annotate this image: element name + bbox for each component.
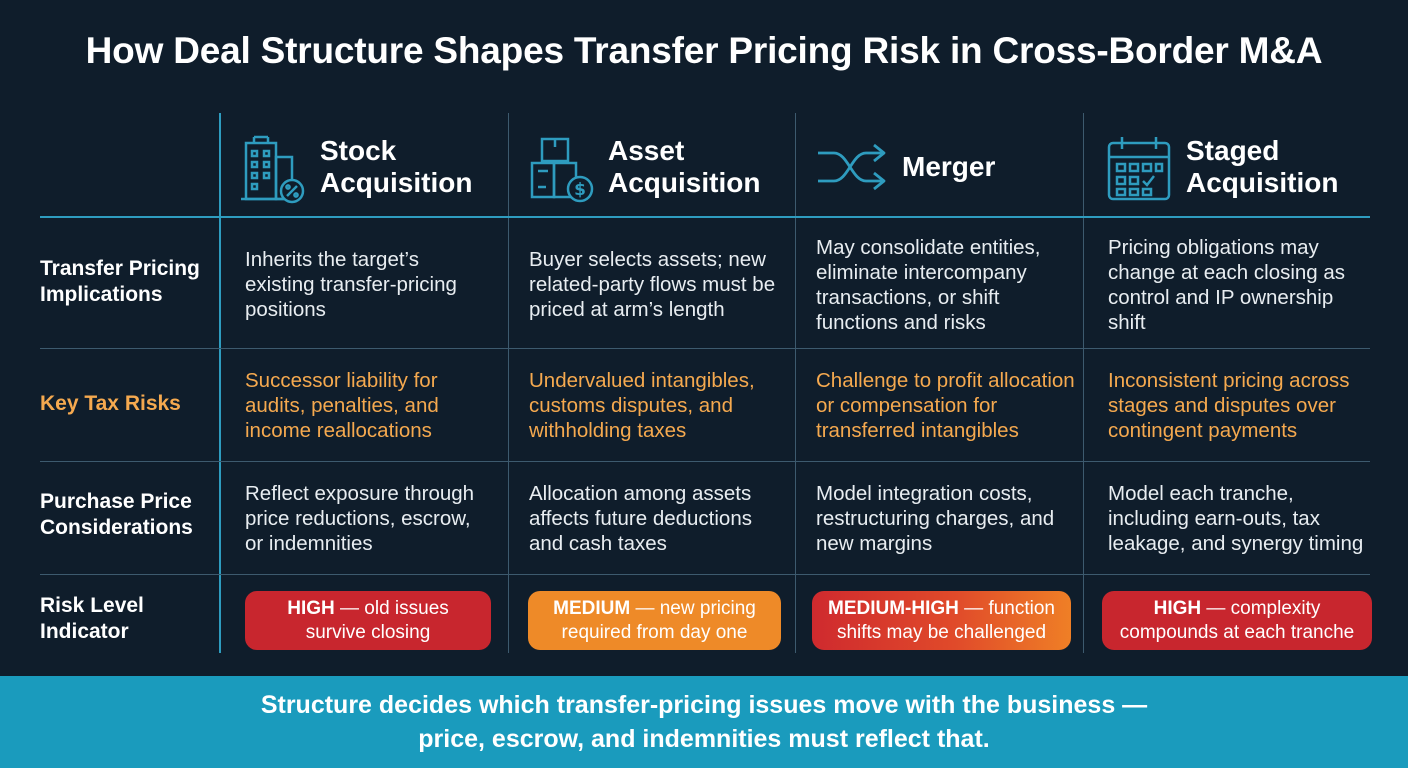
risk-level: HIGH [1153,597,1202,619]
risk-text: required from day one [561,621,748,643]
risk-text: — complexity [1201,597,1321,619]
row-label-purchase-price: Purchase Price Considerations [40,490,193,539]
table-cell: Challenge to profit allocation or compen… [816,369,1075,442]
table-cell: Reflect exposure through price reduction… [245,482,475,555]
risk-text: survive closing [305,621,431,643]
footer-line: price, escrow, and indemnities must refl… [418,725,990,753]
row-label-key-tax-risks: Key Tax Risks [40,392,181,415]
column-header-merger: Merger [816,118,995,216]
column-header-label: Asset Acquisition [608,135,761,198]
risk-badge-high: HIGH — complexity compounds at each tran… [1102,591,1372,650]
row-divider [40,348,1370,349]
table-cell: Buyer selects assets; new related-party … [529,248,776,321]
column-header-label: Stock Acquisition [320,135,473,198]
risk-level: MEDIUM-HIGH [828,597,959,619]
risk-level: HIGH [287,597,335,619]
table-cell: Undervalued intangibles, customs dispute… [529,369,755,442]
row-divider [40,461,1370,462]
table-cell: May consolidate entities, eliminate inte… [816,236,1041,334]
column-header-asset-acquisition: $ Asset Acquisition [528,118,760,216]
risk-text: — new pricing [630,597,756,619]
calendar-icon [1106,129,1172,205]
risk-level: MEDIUM [553,597,631,619]
header-divider [40,216,1370,218]
column-divider [219,113,221,653]
table-cell: Inconsistent pricing across stages and d… [1108,369,1350,442]
column-header-staged-acquisition: Staged Acquisition [1106,118,1338,216]
risk-text: — function [958,597,1055,619]
table-cell: Inherits the target’s existing transfer-… [245,248,457,321]
risk-text: — old issues [334,597,449,619]
risk-text: shifts may be challenged [836,621,1047,643]
svg-text:$: $ [574,180,586,200]
column-header-stock-acquisition: Stock Acquisition [240,118,472,216]
footer-banner: Structure decides which transfer-pricing… [0,676,1408,768]
risk-badge-medium-high: MEDIUM-HIGH — function shifts may be cha… [812,591,1071,650]
table-cell: Model integration costs, restructuring c… [816,482,1055,555]
comparison-table: Stock Acquisition $ Asset Acquisition [40,113,1372,653]
row-divider [40,574,1370,575]
page-title: How Deal Structure Shapes Transfer Prici… [85,30,1323,71]
table-cell: Model each tranche, including earn-outs,… [1108,482,1364,555]
footer-line: Structure decides which transfer-pricing… [260,691,1148,719]
row-label-risk-level: Risk Level Indicator [40,594,144,643]
table-cell: Allocation among assets affects future d… [529,482,752,555]
column-header-label: Merger [902,151,996,182]
boxes-dollar-icon: $ [528,129,594,205]
column-divider [508,113,509,653]
table-cell: Pricing obligations may change at each c… [1108,236,1346,334]
column-header-label: Staged Acquisition [1186,135,1339,198]
column-divider [1083,113,1084,653]
risk-badge-medium: MEDIUM — new pricing required from day o… [528,591,781,650]
table-cell: Successor liability for audits, penaltie… [245,369,439,442]
risk-text: compounds at each tranche [1119,621,1355,643]
building-percent-icon [240,129,306,205]
column-divider [795,113,796,653]
row-label-transfer-pricing: Transfer Pricing Implications [40,257,200,306]
shuffle-arrows-icon [816,129,888,205]
risk-badge-high: HIGH — old issues survive closing [245,591,491,650]
